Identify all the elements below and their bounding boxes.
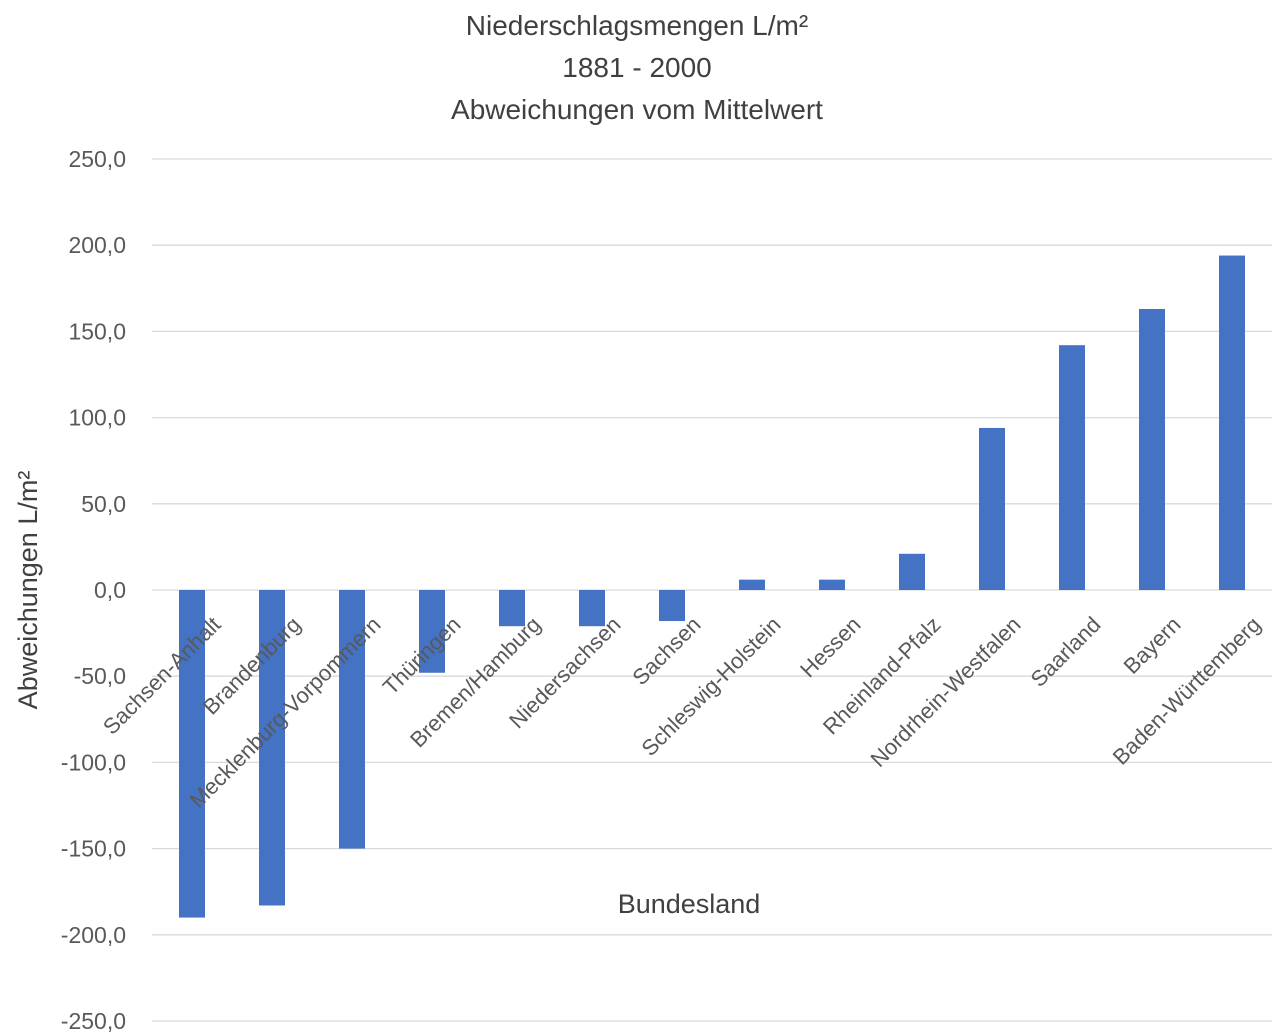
y-tick-label: 250,0 bbox=[68, 146, 126, 172]
y-axis-ticks: 250,0 200,0 150,0 100,0 50,0 0,0 -50,0 -100,0 -1… bbox=[61, 146, 126, 1034]
y-tick-label: -250,0 bbox=[61, 1008, 126, 1034]
y-tick-label: 100,0 bbox=[68, 405, 126, 431]
bar-hessen bbox=[819, 579, 845, 590]
gridlines bbox=[152, 158, 1272, 1022]
bar-niedersachsen bbox=[579, 590, 605, 627]
category-label: Nordrhein-Westfalen bbox=[865, 612, 1025, 772]
y-tick-label: -150,0 bbox=[61, 836, 126, 862]
bar-bremen-hamburg bbox=[499, 590, 525, 627]
chart-title-line-1: Niederschlagsmengen L/m² bbox=[465, 10, 809, 41]
bar-brandenburg bbox=[259, 590, 285, 906]
y-tick-label: -100,0 bbox=[61, 749, 126, 775]
y-tick-label: 150,0 bbox=[68, 318, 126, 344]
category-label: Baden-Württemberg bbox=[1108, 612, 1266, 770]
y-tick-label: 50,0 bbox=[81, 491, 126, 517]
y-tick-label: 200,0 bbox=[68, 232, 126, 258]
bar-nordrhein-westfalen bbox=[979, 427, 1005, 590]
y-axis-title: Abweichungen L/m² bbox=[13, 471, 43, 710]
y-tick-label: -50,0 bbox=[74, 663, 126, 689]
bar-saarland bbox=[1059, 345, 1085, 590]
x-axis-title: Bundesland bbox=[618, 889, 761, 919]
category-label: Schleswig-Holstein bbox=[636, 612, 785, 761]
bar-bayern bbox=[1139, 308, 1165, 590]
category-label: Saarland bbox=[1026, 612, 1106, 692]
bars bbox=[179, 255, 1245, 918]
bar-rheinland-pfalz bbox=[899, 553, 925, 590]
category-label: Bayern bbox=[1119, 612, 1186, 679]
category-label: Hessen bbox=[795, 612, 865, 682]
bar-baden-w-rttemberg bbox=[1219, 255, 1245, 590]
bar-th-ringen bbox=[419, 590, 445, 673]
bar-mecklenburg-vorpommern bbox=[339, 590, 365, 849]
category-label: Sachsen bbox=[627, 612, 705, 690]
y-tick-label: 0,0 bbox=[94, 577, 126, 603]
y-tick-label: -200,0 bbox=[61, 922, 126, 948]
bar-schleswig-holstein bbox=[739, 579, 765, 590]
bar-sachsen bbox=[659, 590, 685, 622]
chart-title-line-2: 1881 - 2000 bbox=[562, 52, 712, 83]
bar-sachsen-anhalt bbox=[179, 590, 205, 918]
chart-title-line-3: Abweichungen vom Mittelwert bbox=[451, 94, 823, 125]
